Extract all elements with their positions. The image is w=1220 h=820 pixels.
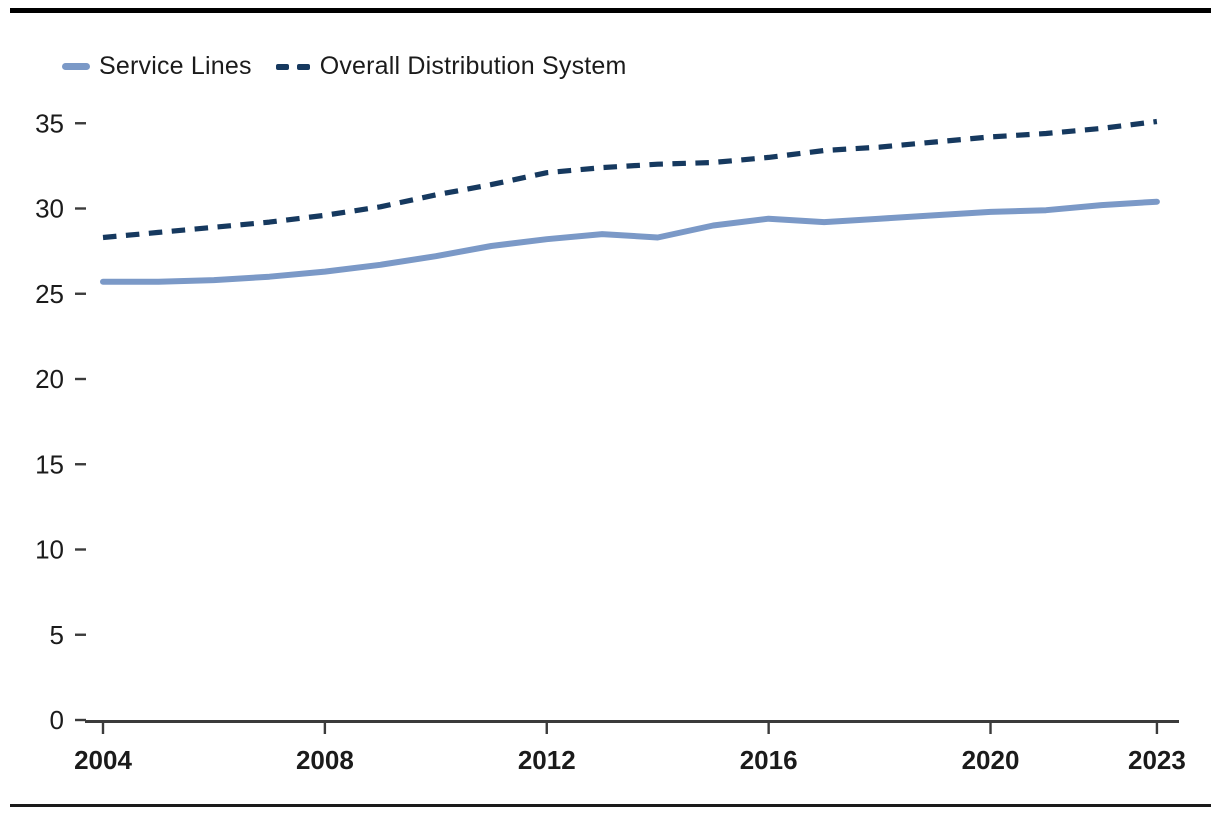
legend-label-service-lines: Service Lines: [99, 52, 252, 80]
y-axis-tick-label: 5: [50, 620, 64, 650]
y-axis-tick-label: 15: [35, 449, 64, 479]
y-axis-tick-label: 35: [35, 108, 64, 138]
y-axis-tick-label: 0: [50, 705, 64, 735]
legend: Service Lines Overall Distribution Syste…: [62, 52, 627, 81]
legend-label-overall-distribution: Overall Distribution System: [319, 52, 627, 80]
y-axis-tick-label: 25: [35, 279, 64, 309]
x-axis-tick-label: 2016: [740, 745, 798, 775]
x-axis-tick-label: 2012: [518, 745, 576, 775]
service-lines-line: [100, 198, 1160, 285]
dash-icon: [275, 63, 289, 70]
overall-distribution-swatch: [275, 63, 310, 70]
x-axis-tick-label: 2008: [296, 745, 354, 775]
x-axis-tick-label: 2004: [74, 745, 132, 775]
dash-icon: [296, 63, 310, 70]
overall-distribution-line: [102, 118, 1158, 241]
service-lines-swatch: [62, 63, 90, 70]
y-axis-tick-label: 30: [35, 194, 64, 224]
x-axis-tick-label: 2023: [1128, 745, 1186, 775]
top-rule: [10, 8, 1211, 13]
y-axis-tick-label: 20: [35, 364, 64, 394]
y-axis-tick-label: 10: [35, 535, 64, 565]
bottom-rule: [10, 804, 1211, 807]
x-axis-tick-label: 2020: [962, 745, 1020, 775]
